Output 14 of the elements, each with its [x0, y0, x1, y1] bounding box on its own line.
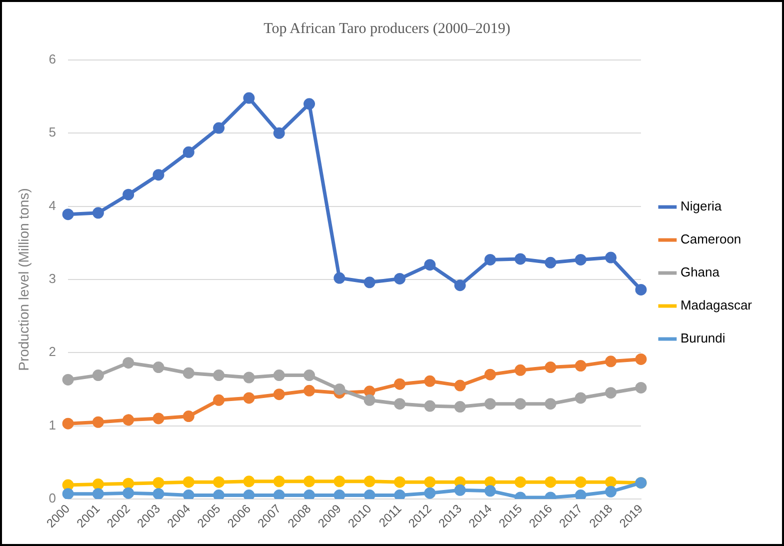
y-tick-label: 3 — [48, 271, 56, 286]
chart-title: Top African Taro producers (2000–2019) — [264, 20, 510, 37]
legend-label: Madagascar — [680, 298, 753, 313]
legend-label: Nigeria — [680, 198, 722, 214]
y-tick-label: 1 — [48, 417, 56, 432]
legend-label: Cameroon — [680, 232, 742, 247]
y-tick-label: 6 — [48, 52, 56, 67]
y-tick-label: 5 — [48, 124, 56, 140]
y-tick-label: 0 — [48, 490, 56, 506]
y-tick-label: 4 — [48, 198, 56, 213]
legend-label: Ghana — [680, 264, 720, 280]
legend-label: Burundi — [680, 330, 726, 346]
y-axis-title: Production level (Million tons) — [15, 188, 32, 371]
y-tick-label: 2 — [48, 344, 56, 360]
